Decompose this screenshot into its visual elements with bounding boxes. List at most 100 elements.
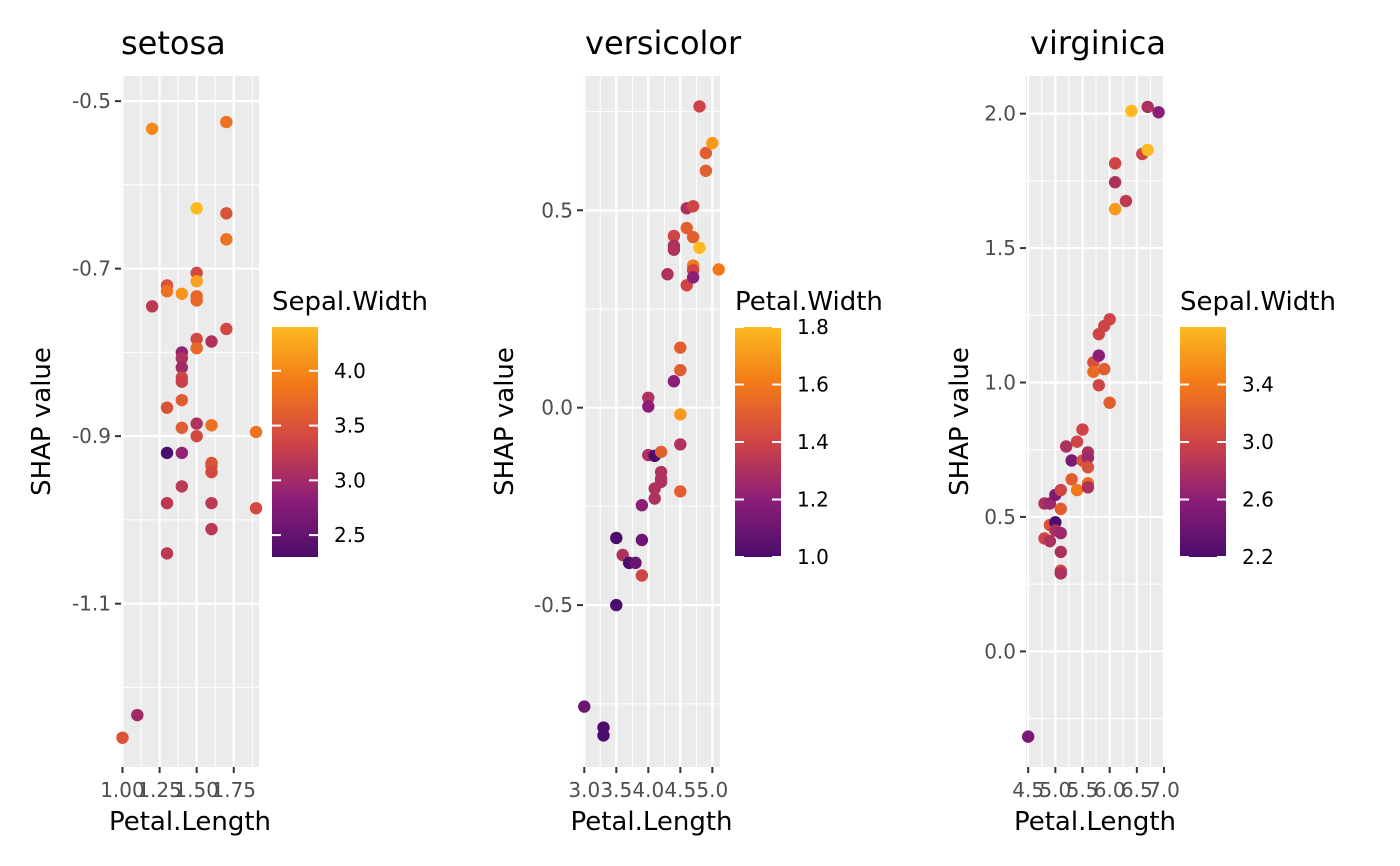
y-axis-title: SHAP value <box>490 347 520 496</box>
data-point <box>667 243 681 256</box>
data-point <box>1125 104 1138 118</box>
data-point <box>1108 157 1122 170</box>
data-point <box>205 496 218 510</box>
data-point <box>1119 194 1133 208</box>
data-point <box>160 285 174 298</box>
data-point <box>175 361 189 374</box>
data-point <box>160 401 174 414</box>
data-point <box>190 417 203 430</box>
data-point <box>1098 362 1111 376</box>
data-point <box>131 708 144 722</box>
data-point <box>1054 545 1067 559</box>
data-point <box>667 375 681 388</box>
data-point <box>610 598 623 612</box>
data-point <box>1021 730 1035 743</box>
data-point <box>699 164 713 177</box>
data-point <box>1054 526 1067 540</box>
data-point <box>175 375 189 388</box>
data-point <box>1092 379 1106 392</box>
data-point <box>1070 435 1084 448</box>
data-point <box>1081 451 1095 464</box>
data-point <box>190 429 203 443</box>
data-point <box>706 136 719 150</box>
data-point <box>190 294 203 307</box>
data-point <box>175 393 189 407</box>
legend-tick-label: 3.5 <box>334 414 366 438</box>
x-tick-label: 5.5 <box>1067 778 1099 802</box>
data-point <box>1108 176 1122 189</box>
legend-tick-label: 2.5 <box>334 523 366 547</box>
data-point <box>220 233 233 246</box>
legend-title: Sepal.Width <box>272 287 428 317</box>
data-point <box>145 300 159 313</box>
legend-tick-label: 3.0 <box>334 468 366 492</box>
data-point <box>674 341 687 354</box>
data-point <box>1076 423 1089 436</box>
data-point <box>674 485 687 498</box>
data-point <box>1054 483 1067 497</box>
legend-title: Petal.Width <box>735 287 883 317</box>
legend-title: Sepal.Width <box>1180 287 1336 317</box>
data-point <box>1065 473 1078 486</box>
data-point <box>160 496 174 510</box>
x-tick-label: 6.5 <box>1121 778 1153 802</box>
y-tick-label: -0.5 <box>72 89 111 113</box>
x-tick-label: 3.0 <box>568 778 600 802</box>
y-tick-label: 0.0 <box>984 639 1016 663</box>
y-tick-label: 0.5 <box>541 198 573 222</box>
data-point <box>686 271 700 284</box>
panel-versicolor: 0.5 0.0 -0.5 3.0 3.5 4.0 4.5 5.0 versicolor Petal… <box>490 24 883 837</box>
data-point <box>1103 313 1116 326</box>
data-point <box>1043 534 1057 548</box>
data-point <box>1108 202 1122 216</box>
x-tick-label: 1.50 <box>174 778 219 802</box>
data-point <box>205 335 218 348</box>
x-tick-label: 1.25 <box>137 778 182 802</box>
data-point <box>175 352 189 365</box>
data-point <box>610 531 623 545</box>
x-axis-title: Petal.Length <box>570 807 732 837</box>
legend-tick-label: 1.2 <box>797 488 829 512</box>
data-point <box>160 446 174 460</box>
y-tick-label: 0.0 <box>541 396 573 420</box>
y-tick-label: 1.5 <box>984 236 1016 260</box>
legend-tick-label: 4.0 <box>334 359 366 383</box>
data-point <box>674 438 687 451</box>
data-point <box>220 115 233 129</box>
panel-background <box>1026 76 1164 767</box>
x-tick-label: 7.0 <box>1148 778 1180 802</box>
data-point <box>160 547 174 560</box>
data-point <box>1070 483 1084 497</box>
data-point <box>205 465 218 479</box>
y-tick-label: -0.7 <box>72 257 111 281</box>
x-tick-label: 4.5 <box>664 778 696 802</box>
data-point <box>1065 454 1078 467</box>
data-point <box>205 419 218 432</box>
data-point <box>190 202 203 215</box>
y-axis-title: SHAP value <box>27 347 57 496</box>
legend-tick-label: 3.4 <box>1242 373 1274 397</box>
data-point <box>693 241 706 254</box>
data-point <box>1081 481 1095 494</box>
data-point <box>1152 106 1165 119</box>
legend-tick-label: 2.6 <box>1242 488 1274 512</box>
panel-setosa: -0.5 -0.7 -0.9 -1.1 1.001.251.501.75 setosa Pe… <box>27 24 428 837</box>
data-point <box>597 729 610 742</box>
y-tick-label: -1.1 <box>72 592 111 616</box>
data-point <box>175 287 189 300</box>
legend-tick-label: 1.0 <box>797 545 829 569</box>
x-tick-label: 4.5 <box>1012 778 1044 802</box>
data-point <box>1092 349 1106 362</box>
data-point <box>674 363 687 377</box>
data-point <box>635 499 649 512</box>
data-point <box>635 533 649 547</box>
data-point <box>116 731 129 744</box>
panel-title: versicolor <box>585 24 742 62</box>
data-point <box>680 221 693 235</box>
data-point <box>661 268 674 281</box>
panel-title: virginica <box>1030 24 1166 62</box>
data-point <box>578 700 591 713</box>
data-point <box>654 445 668 459</box>
panel-background <box>583 76 720 767</box>
data-point <box>249 425 263 439</box>
